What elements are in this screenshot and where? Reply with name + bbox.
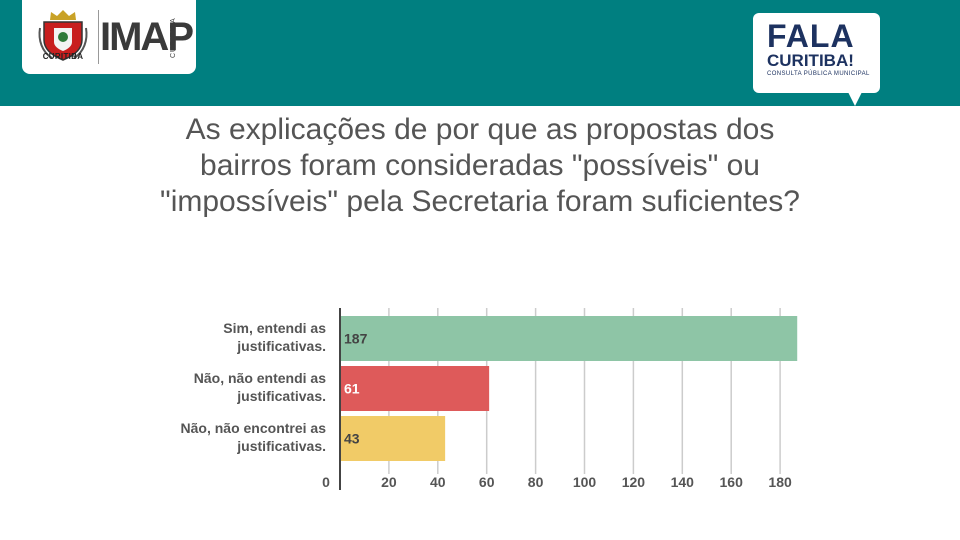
fala-curitiba-logo: FALA CURITIBA! CONSULTA PÚBLICA MUNICIPA… <box>753 13 880 93</box>
crest-city-text: CURITIBA <box>42 52 84 61</box>
category-labels: Sim, entendi as justificativas. Não, não e… <box>181 320 327 454</box>
x-tick-label: 160 <box>720 474 744 490</box>
data-label: 187 <box>344 331 368 347</box>
bars: 187 61 43 <box>340 316 798 461</box>
x-tick-label: 0 <box>322 474 330 490</box>
category-label: justificativas. <box>236 338 326 354</box>
speech-pointer-icon <box>848 92 862 106</box>
fala-logo-line3: CONSULTA PÚBLICA MUNICIPAL <box>767 71 870 77</box>
x-tick-label: 100 <box>573 474 597 490</box>
chart-title: As explicações de por que as propostas d… <box>160 113 800 218</box>
category-label: Não, não encontrei as <box>181 420 327 436</box>
x-tick-label: 20 <box>381 474 397 490</box>
x-tick-label: 120 <box>622 474 646 490</box>
x-tick-label: 180 <box>768 474 792 490</box>
bar <box>340 316 798 361</box>
x-tick-label: 140 <box>671 474 695 490</box>
imap-logo: IMAP <box>100 15 194 59</box>
category-label: justificativas. <box>236 438 326 454</box>
bar <box>340 416 446 461</box>
logo-card: CURITIBA IMAP CURITIBA <box>22 0 196 74</box>
data-label: 61 <box>344 381 360 397</box>
logo-separator <box>98 10 99 64</box>
fala-logo-line2: CURITIBA! <box>767 51 854 70</box>
x-tick-label: 40 <box>430 474 446 490</box>
data-label: 43 <box>344 431 360 447</box>
x-tick-label: 60 <box>479 474 495 490</box>
curitiba-crest-icon <box>38 10 88 61</box>
fala-logo-line1: FALA <box>767 18 855 54</box>
x-tick-label: 80 <box>528 474 544 490</box>
x-axis-ticks: 0 20 40 60 80 100 120 140 160 180 <box>322 474 792 490</box>
category-label: justificativas. <box>236 388 326 404</box>
category-label: Sim, entendi as <box>223 320 326 336</box>
category-label: Não, não entendi as <box>194 370 326 386</box>
bar <box>340 366 490 411</box>
